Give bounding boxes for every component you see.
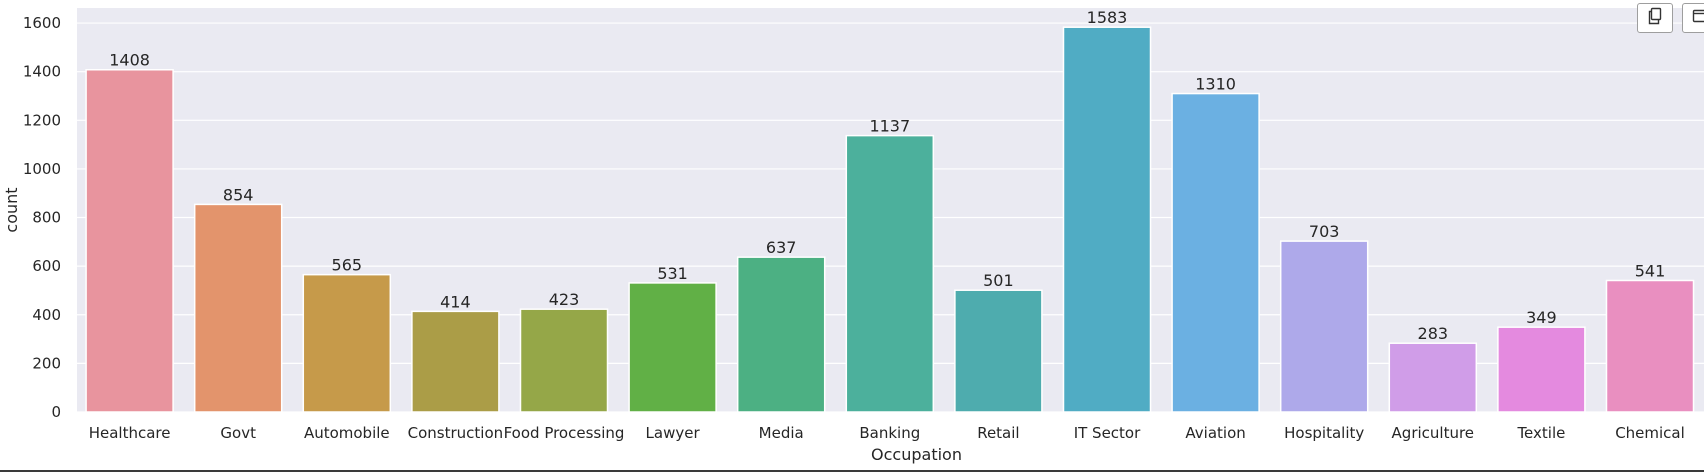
bar-value-label: 541 (1635, 261, 1666, 280)
x-tick-label: Hospitality (1284, 424, 1364, 442)
x-tick-label: Automobile (304, 424, 390, 442)
bar (736, 256, 826, 413)
cell-bottom-border (0, 470, 1704, 472)
x-tick-label: Media (759, 424, 804, 442)
copy-button[interactable] (1637, 3, 1673, 33)
x-tick-label: Chemical (1615, 424, 1685, 442)
bar (519, 308, 609, 413)
y-tick-label: 600 (32, 257, 61, 275)
y-axis-label: count (2, 187, 21, 232)
bar-value-label: 854 (223, 185, 254, 204)
bar (193, 203, 283, 413)
x-tick-label: Food Processing (504, 424, 625, 442)
copy-icon (1647, 7, 1663, 29)
bar-value-label: 637 (766, 238, 797, 257)
x-tick-label: Textile (1516, 424, 1565, 442)
bar (1062, 26, 1152, 413)
bar-value-label: 501 (983, 271, 1014, 290)
x-tick-label: Construction (408, 424, 504, 442)
y-tick-label: 1400 (23, 63, 61, 81)
bar-value-label: 703 (1309, 222, 1340, 241)
y-tick-label: 800 (32, 209, 61, 227)
x-axis-label: Occupation (871, 445, 962, 464)
y-tick-label: 1200 (23, 111, 61, 129)
x-tick-label: Lawyer (646, 424, 701, 442)
y-tick-label: 200 (32, 354, 61, 372)
bar (845, 134, 935, 413)
y-tick-label: 0 (51, 403, 61, 421)
bar (1605, 279, 1695, 413)
x-tick-label: Govt (220, 424, 256, 442)
bar (1171, 92, 1260, 413)
bar-value-label: 283 (1418, 324, 1449, 343)
bar (411, 310, 500, 413)
output-toolbar (1637, 3, 1704, 33)
bar-value-label: 349 (1526, 308, 1557, 327)
x-tick-label: Banking (859, 424, 920, 442)
bar (1279, 240, 1369, 413)
bar-value-label: 1583 (1087, 8, 1128, 27)
bars (85, 26, 1695, 413)
bar-value-label: 565 (332, 256, 363, 275)
bar (1388, 342, 1478, 413)
x-tick-label: Healthcare (89, 424, 171, 442)
y-tick-label: 1000 (23, 160, 61, 178)
export-button[interactable] (1682, 3, 1704, 33)
bar-value-label: 414 (440, 292, 471, 311)
bar-value-label: 531 (657, 264, 688, 283)
x-tick-label: Agriculture (1392, 424, 1475, 442)
data-labels: 1408 854 565 414 423 531 637 1137 501 1583 1310 703… (109, 8, 1665, 343)
bar-value-label: 1408 (109, 51, 150, 70)
bar (85, 68, 174, 413)
x-tick-label: IT Sector (1074, 424, 1141, 442)
export-icon (1692, 8, 1704, 28)
y-tick-label: 400 (32, 306, 61, 324)
bar-value-label: 1310 (1195, 75, 1236, 94)
x-axis-ticks: Healthcare Govt Automobile Construction Food… (89, 424, 1685, 442)
x-tick-label: Aviation (1185, 424, 1245, 442)
bar-value-label: 423 (549, 290, 580, 309)
bar (302, 273, 392, 413)
x-tick-label: Retail (977, 424, 1019, 442)
y-tick-label: 1600 (23, 14, 61, 32)
y-axis-ticks: 0 200 400 600 800 1000 1200 1400 1600 (23, 14, 61, 421)
bar (954, 289, 1043, 413)
bar (628, 282, 717, 413)
bar-value-label: 1137 (869, 117, 910, 136)
bar (1497, 326, 1586, 413)
